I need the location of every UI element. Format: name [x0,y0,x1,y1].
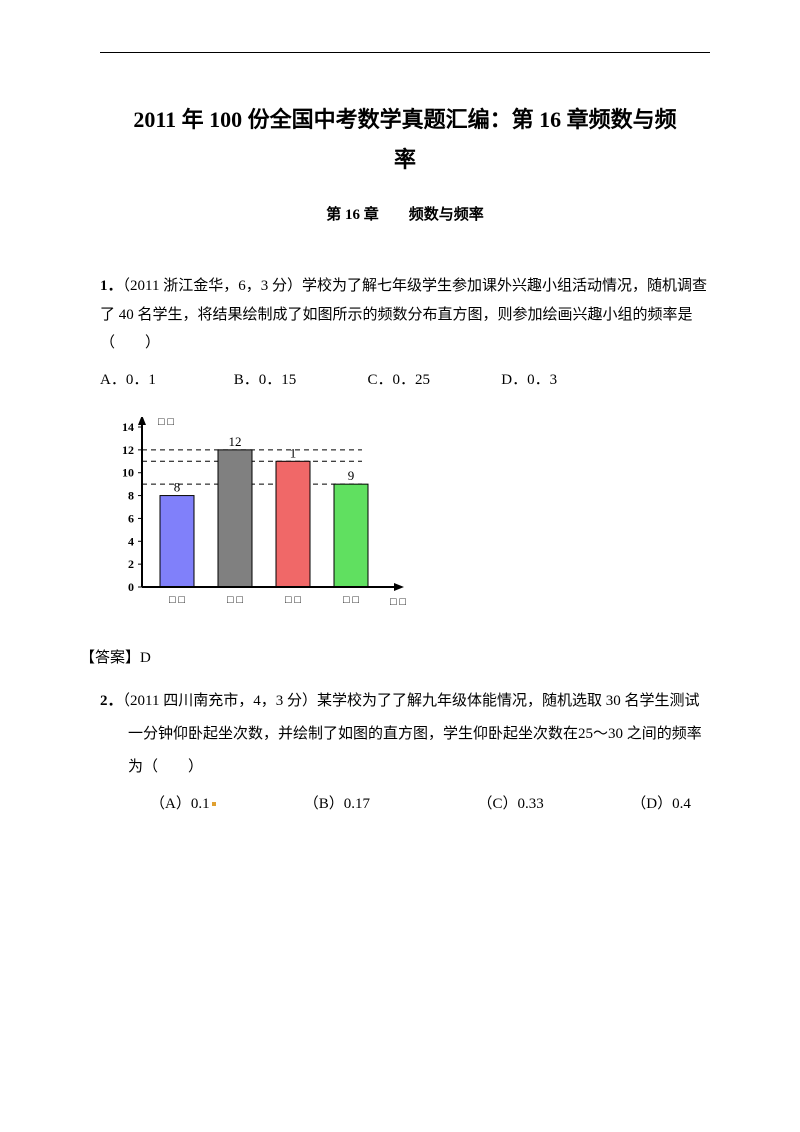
svg-text:1: 1 [290,445,297,460]
question-2-options: （A）0.1 （B）0.17 （C）0.33 （D）0.4 [100,792,710,813]
q2-option-b: （B）0.17 [304,792,474,813]
option-a: A．0．1 [100,368,230,389]
question-2-number: 2． [100,693,123,709]
svg-text:10: 10 [122,465,134,479]
svg-text:8: 8 [128,488,134,502]
question-1: 1．（2011 浙江金华，6，3 分）学校为了解七年级学生参加课外兴趣小组活动情… [100,272,710,358]
question-1-number: 1． [100,278,123,294]
svg-text:8: 8 [174,479,181,494]
answer-1: 【答案】D [80,646,710,667]
marker-dot [212,802,216,806]
option-d: D．0．3 [501,368,557,389]
question-1-options: A．0．1 B．0．15 C．0．25 D．0．3 [100,368,710,389]
svg-text:2: 2 [128,557,134,571]
svg-text:9: 9 [348,468,355,483]
question-1-text: （2011 浙江金华，6，3 分）学校为了解七年级学生参加课外兴趣小组活动情况，… [100,278,707,351]
title-line-1: 2011 年 100 份全国中考数学真题汇编：第 16 章频数与频 [133,107,676,132]
svg-text:12: 12 [229,434,242,449]
q2-option-d: （D）0.4 [631,792,691,813]
svg-text:□ □: □ □ [343,594,359,606]
option-b: B．0．15 [234,368,364,389]
top-rule [100,52,710,53]
svg-text:0: 0 [128,580,134,594]
svg-text:□ □: □ □ [227,594,243,606]
svg-text:6: 6 [128,511,134,525]
svg-text:14: 14 [122,420,134,434]
svg-text:□ □: □ □ [285,594,301,606]
bar-chart: 8 □ □ 12 □ □ 1 □ □ 9 □ □ 0 2 4 6 8 10 12 14 □ □ □ □ [110,417,710,622]
svg-text:□ □: □ □ [169,594,185,606]
svg-text:□ □: □ □ [158,417,174,428]
page-title: 2011 年 100 份全国中考数学真题汇编：第 16 章频数与频 率 [100,100,710,179]
question-2-text: （2011 四川南充市，4，3 分）某学校为了了解九年级体能情况，随机选取 30… [123,693,702,775]
option-c: C．0．25 [368,368,498,389]
svg-text:12: 12 [122,443,134,457]
chart-svg: 8 □ □ 12 □ □ 1 □ □ 9 □ □ 0 2 4 6 8 10 12 14 □ □ □ □ [110,417,410,617]
q2-option-c: （C）0.33 [478,792,628,813]
question-2: 2．（2011 四川南充市，4，3 分）某学校为了了解九年级体能情况，随机选取 … [100,685,710,784]
title-line-2: 率 [394,147,416,172]
svg-text:4: 4 [128,534,134,548]
svg-text:□ □: □ □ [390,596,406,608]
chapter-subtitle: 第 16 章 频数与频率 [100,203,710,224]
q2-option-a: （A）0.1 [150,792,210,813]
